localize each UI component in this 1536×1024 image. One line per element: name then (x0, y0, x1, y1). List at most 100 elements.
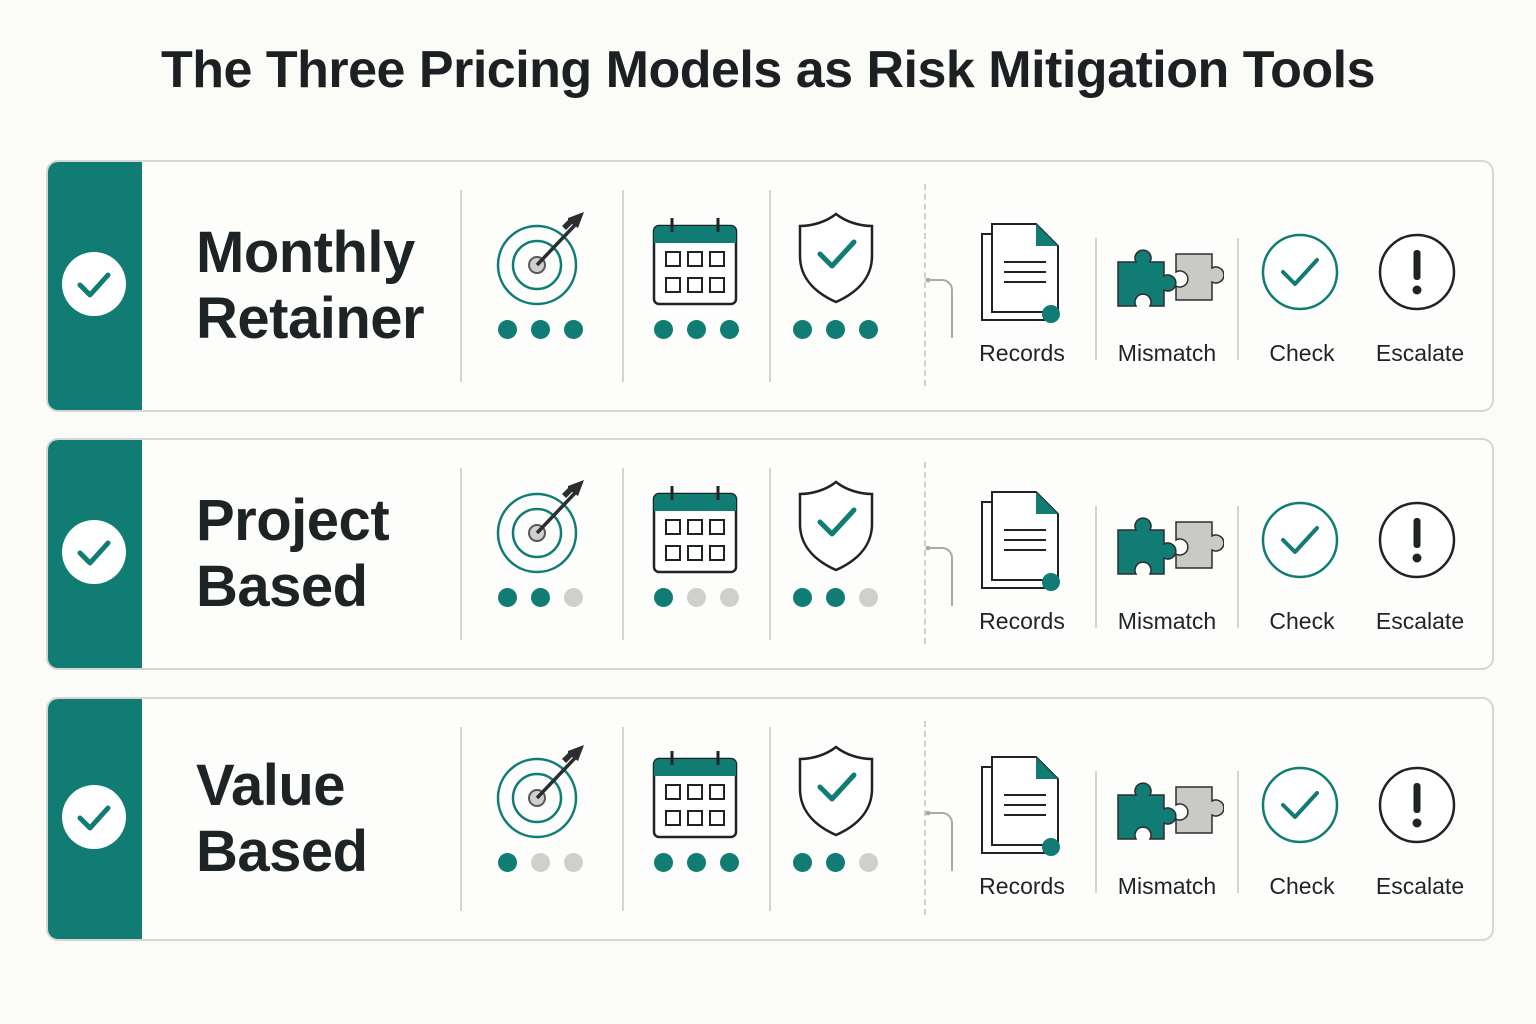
dashed-divider (924, 721, 926, 915)
rating-dot-filled (654, 588, 673, 607)
model-name-line: Retainer (196, 286, 425, 351)
column-divider (622, 468, 624, 640)
shield-check-icon (796, 478, 876, 579)
rating-dot-filled (531, 588, 550, 607)
rating-dot-filled (720, 320, 739, 339)
records-icon (978, 220, 1062, 329)
records-icon (978, 753, 1062, 862)
pricing-model-card: Monthly Retainer Records Mismatch Check Escal… (46, 160, 1494, 412)
rating-dot-empty (859, 853, 878, 872)
step-label: Mismatch (1117, 340, 1217, 366)
rating-dot-filled (687, 320, 706, 339)
step-label: Check (1269, 608, 1335, 634)
rating-dot-filled (793, 320, 812, 339)
rating-dot-filled (826, 588, 845, 607)
rating-dot-empty (687, 588, 706, 607)
column-divider (769, 190, 771, 382)
rating-dot-filled (654, 320, 673, 339)
card-accent-strip (48, 440, 142, 668)
target-icon (496, 743, 586, 848)
column-divider (769, 727, 771, 911)
rating-dot-filled (793, 853, 812, 872)
step-divider (1095, 771, 1097, 893)
model-name-line: Based (196, 554, 368, 619)
column-divider (460, 468, 462, 640)
rating-dot-filled (720, 853, 739, 872)
calendar-icon (652, 216, 740, 313)
rating-dot-empty (859, 588, 878, 607)
rating-dot-filled (498, 853, 517, 872)
connector-line (924, 277, 958, 343)
connector-line (924, 545, 958, 611)
model-name-line: Project (196, 488, 390, 553)
step-divider (1237, 238, 1239, 360)
calendar-icon (652, 749, 740, 846)
escalate-icon (1378, 232, 1458, 319)
rating-dot-filled (826, 320, 845, 339)
shield-check-icon (796, 210, 876, 311)
rating-dot-filled (498, 320, 517, 339)
column-divider (622, 190, 624, 382)
model-name: Project Based (196, 488, 456, 620)
target-icon (496, 478, 586, 583)
mismatch-puzzle-icon (1116, 512, 1225, 587)
step-divider (1237, 506, 1239, 628)
dashed-divider (924, 184, 926, 386)
pricing-model-card: Value Based Records Mismatch Check Escalate (46, 697, 1494, 941)
step-label: Check (1269, 340, 1335, 366)
column-divider (769, 468, 771, 640)
escalate-icon (1378, 500, 1458, 587)
page-title: The Three Pricing Models as Risk Mitigat… (160, 41, 1376, 99)
check-circle-icon (1261, 765, 1341, 852)
rating-dot-filled (564, 320, 583, 339)
model-name: Monthly Retainer (196, 220, 456, 352)
step-divider (1095, 238, 1097, 360)
rating-dot-filled (498, 588, 517, 607)
connector-line (924, 810, 958, 876)
escalate-icon (1378, 765, 1458, 852)
shield-check-icon (796, 743, 876, 844)
check-badge-icon (62, 520, 126, 584)
step-label: Escalate (1375, 873, 1465, 899)
step-label: Mismatch (1117, 608, 1217, 634)
rating-dot-filled (859, 320, 878, 339)
check-badge-icon (62, 252, 126, 316)
rating-dot-filled (687, 853, 706, 872)
rating-dot-filled (826, 853, 845, 872)
check-circle-icon (1261, 500, 1341, 587)
mismatch-puzzle-icon (1116, 777, 1225, 852)
rating-dot-empty (564, 588, 583, 607)
step-label: Mismatch (1117, 873, 1217, 899)
target-icon (496, 210, 586, 315)
rating-dot-filled (793, 588, 812, 607)
rating-dot-filled (531, 320, 550, 339)
rating-dot-empty (531, 853, 550, 872)
rating-dot-empty (720, 588, 739, 607)
check-circle-icon (1261, 232, 1341, 319)
model-name-line: Value (196, 753, 346, 818)
step-label: Check (1269, 873, 1335, 899)
records-icon (978, 488, 1062, 597)
step-label: Records (979, 873, 1065, 899)
calendar-icon (652, 484, 740, 581)
model-name-line: Based (196, 819, 368, 884)
pricing-model-card: Project Based Records Mismatch Check Escalate (46, 438, 1494, 670)
step-label: Escalate (1375, 340, 1465, 366)
step-divider (1237, 771, 1239, 893)
column-divider (460, 727, 462, 911)
card-accent-strip (48, 162, 142, 410)
model-name-line: Monthly (196, 220, 415, 285)
step-label: Escalate (1375, 608, 1465, 634)
column-divider (622, 727, 624, 911)
model-name: Value Based (196, 753, 456, 885)
dashed-divider (924, 462, 926, 644)
column-divider (460, 190, 462, 382)
card-accent-strip (48, 699, 142, 939)
rating-dot-filled (654, 853, 673, 872)
step-divider (1095, 506, 1097, 628)
step-label: Records (979, 340, 1065, 366)
rating-dot-empty (564, 853, 583, 872)
step-label: Records (979, 608, 1065, 634)
check-badge-icon (62, 785, 126, 849)
mismatch-puzzle-icon (1116, 244, 1225, 319)
